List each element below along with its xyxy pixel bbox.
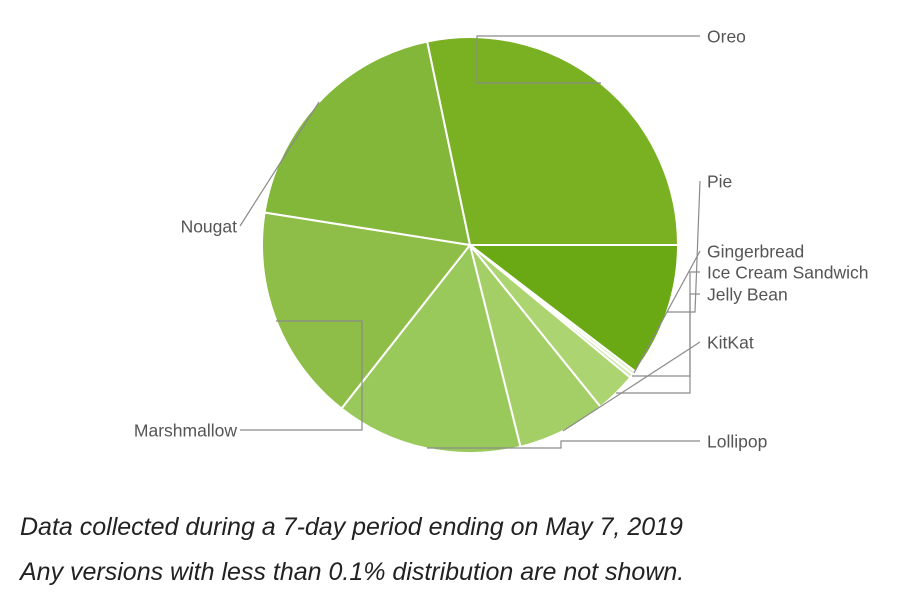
- caption-threshold-note: Any versions with less than 0.1% distrib…: [20, 558, 685, 586]
- slice-label-jelly-bean: Jelly Bean: [707, 284, 788, 304]
- label-leader-lines: [239, 35, 701, 449]
- slice-label-ice-cream-sandwich: Ice Cream Sandwich: [707, 262, 868, 282]
- slice-label-kitkat: KitKat: [707, 332, 754, 352]
- pie-slices: [261, 36, 679, 454]
- slice-label-pie: Pie: [707, 171, 732, 191]
- slice-label-lollipop: Lollipop: [707, 431, 767, 451]
- pie-slice-oreo: [426, 36, 679, 246]
- leader-line-pie: [667, 180, 701, 313]
- leader-line-marshmallow: [240, 320, 363, 431]
- caption-collection-period: Data collected during a 7-day period end…: [20, 513, 683, 541]
- pie-slice-lollipop: [340, 244, 522, 454]
- leader-line-kitkat: [562, 341, 701, 432]
- pie-slice-nougat: [263, 40, 471, 246]
- slice-label-gingerbread: Gingerbread: [707, 241, 804, 261]
- leader-line-gingerbread: [633, 250, 701, 374]
- slice-label-marshmallow: Marshmallow: [134, 420, 237, 440]
- leader-line-lollipop: [427, 440, 700, 449]
- leader-line-oreo: [476, 35, 700, 84]
- leader-line-nougat: [239, 101, 320, 227]
- slice-label-oreo: Oreo: [707, 26, 746, 46]
- slice-label-nougat: Nougat: [181, 216, 238, 236]
- leader-line-jelly-bean: [616, 293, 700, 394]
